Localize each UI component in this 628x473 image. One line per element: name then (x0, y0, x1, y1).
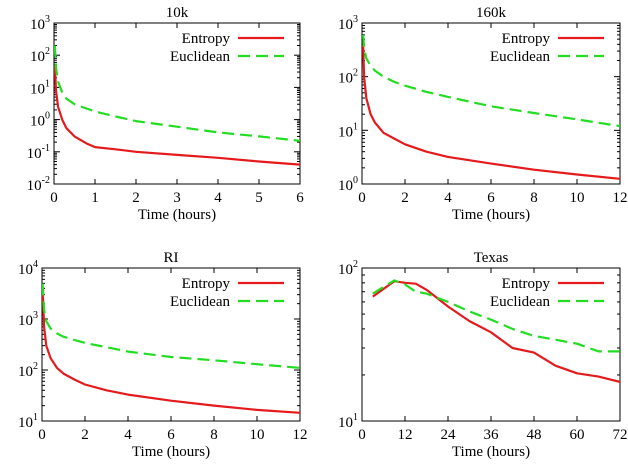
x-tick-label: 0 (38, 427, 46, 443)
plot-frame (361, 22, 621, 185)
chart-panel-3: 0 12 24 36 48 60 72 101 102 Texas Time (hours) Entr… (338, 250, 628, 460)
x-tick-label: 1 (91, 190, 99, 206)
y-tick-label: 104 (18, 259, 38, 278)
legend-label-entropy: Entropy (182, 31, 231, 47)
x-axis-label: Time (hours) (452, 444, 530, 460)
y-tick-label: 103 (18, 310, 38, 329)
x-tick-label: 4 (444, 190, 452, 206)
series-line-entropy (372, 280, 620, 383)
x-tick-label: 0 (358, 190, 366, 206)
series-line-euclidean (362, 34, 620, 128)
x-tick-label: 0 (358, 427, 366, 443)
y-tick-label: 100 (338, 175, 358, 194)
x-tick-label: 2 (401, 190, 409, 206)
x-tick-label: 4 (214, 190, 222, 206)
y-tick-label: 101 (338, 412, 358, 431)
y-tick-label: 102 (30, 46, 50, 65)
x-tick-label: 3 (173, 190, 181, 206)
series-line-euclidean (372, 279, 620, 353)
y-tick-label: 103 (338, 14, 358, 33)
x-tick-label: 5 (255, 190, 263, 206)
y-tick-label: 102 (338, 68, 358, 87)
x-tick-label: 0 (50, 190, 58, 206)
chart-title: RI (164, 250, 179, 266)
series-line-euclidean (54, 45, 300, 142)
legend-label-entropy: Entropy (502, 276, 551, 292)
legend-label-entropy: Entropy (182, 276, 231, 292)
series-line-entropy (42, 288, 300, 414)
series-line-entropy (362, 44, 620, 180)
x-tick-label: 10 (250, 427, 265, 443)
x-tick-label: 10 (570, 190, 585, 206)
y-tick-label: 101 (18, 412, 38, 431)
chart-panel-1: 0 2 4 6 8 10 12 100 101 102 103 160k Time (hours) Ent… (338, 5, 628, 223)
x-tick-label: 2 (81, 427, 89, 443)
legend-label-euclidean: Euclidean (490, 294, 550, 310)
y-tick-label: 100 (30, 111, 50, 130)
x-tick-label: 12 (398, 427, 413, 443)
y-tick-label: 10-2 (27, 175, 50, 194)
legend-label-euclidean: Euclidean (170, 49, 230, 65)
series-line-euclidean (42, 283, 300, 369)
x-tick-label: 24 (441, 427, 457, 443)
y-tick-label: 101 (30, 78, 50, 97)
chart-title: 160k (476, 5, 507, 21)
x-axis-label: Time (hours) (452, 207, 530, 223)
y-tick-label: 103 (30, 14, 50, 33)
x-tick-label: 6 (167, 427, 175, 443)
y-tick-label: 10-1 (27, 143, 50, 162)
plot-frame (41, 267, 301, 422)
series-line-entropy (54, 64, 300, 166)
y-tick-label: 102 (338, 259, 358, 278)
x-tick-label: 12 (293, 427, 308, 443)
y-tick-label: 102 (18, 361, 38, 380)
plot-frame (53, 22, 301, 185)
y-tick-label: 101 (338, 121, 358, 140)
x-tick-label: 36 (484, 427, 500, 443)
chart-panel-0: 0 1 2 3 4 5 6 10-2 10-1 100 101 102 103 10k Time (hour… (27, 5, 305, 223)
x-tick-label: 48 (527, 427, 542, 443)
x-tick-label: 6 (296, 190, 304, 206)
chart-panel-2: 0 2 4 6 8 10 12 101 102 103 104 RI Time (hours) Entro… (18, 250, 308, 460)
legend-label-euclidean: Euclidean (490, 49, 550, 65)
x-tick-label: 6 (487, 190, 495, 206)
chart-title: 10k (166, 5, 189, 21)
x-tick-label: 4 (124, 427, 132, 443)
legend-label-euclidean: Euclidean (170, 294, 230, 310)
legend-label-entropy: Entropy (502, 31, 551, 47)
x-tick-label: 60 (570, 427, 585, 443)
x-tick-label: 8 (530, 190, 538, 206)
x-tick-label: 8 (210, 427, 218, 443)
x-tick-label: 72 (613, 427, 628, 443)
x-tick-label: 12 (613, 190, 628, 206)
x-axis-label: Time (hours) (132, 444, 210, 460)
x-axis-label: Time (hours) (138, 207, 216, 223)
chart-title: Texas (474, 250, 509, 266)
x-tick-label: 2 (132, 190, 140, 206)
